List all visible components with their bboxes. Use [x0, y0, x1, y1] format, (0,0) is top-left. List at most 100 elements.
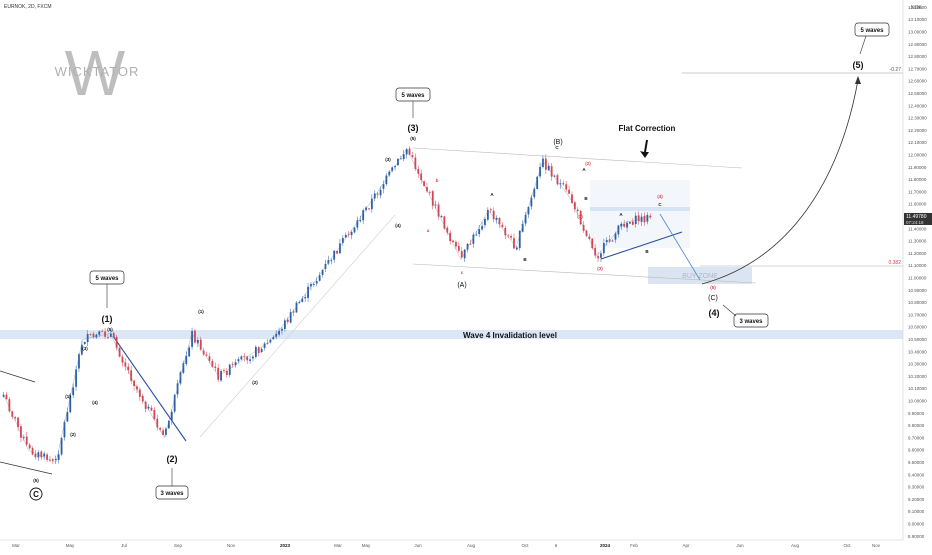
candle-97: [283, 320, 286, 330]
candle-20: [60, 437, 63, 455]
candle-222: [646, 214, 649, 222]
price-tick-29: 10.20000: [908, 374, 927, 379]
fib-upper-label: -0.27: [890, 67, 902, 73]
price-tick-23: 10.80000: [908, 300, 927, 305]
candle-207: [602, 243, 605, 254]
red-1-label: (1): [577, 214, 583, 219]
candle-140: [408, 148, 411, 155]
candle-152: [443, 216, 446, 229]
candle-95: [278, 330, 280, 335]
time-tick-0: Mar: [12, 543, 20, 548]
candle-167: [486, 210, 489, 220]
candle-58: [170, 411, 173, 421]
candle-62: [182, 363, 185, 373]
candle-156: [455, 241, 457, 247]
candle-13: [40, 451, 43, 458]
candle-11: [34, 453, 37, 458]
candle-34: [101, 331, 104, 333]
countdown-value: 07:24:18: [906, 220, 924, 225]
svg-text:W: W: [65, 37, 126, 109]
candle-54: [159, 428, 162, 430]
candle-85: [249, 359, 251, 361]
candle-161: [469, 243, 472, 245]
candle-130: [379, 189, 382, 196]
price-ticks: 13.20000 13.10000 13.00000 12.90000 12.80000…: [908, 5, 927, 539]
triangle-upper-line[interactable]: [600, 231, 683, 260]
candle-16: [49, 459, 51, 461]
sub-2b-label: (2): [252, 380, 258, 385]
candle-1: [5, 394, 8, 400]
candle-81: [237, 359, 240, 362]
candle-74: [217, 367, 220, 380]
candle-86: [252, 356, 254, 359]
candle-52: [153, 409, 156, 420]
candle-70: [205, 354, 208, 356]
candle-198: [576, 209, 579, 211]
candle-164: [478, 229, 481, 235]
price-tick-11: 12.10000: [908, 140, 927, 145]
candle-76: [223, 370, 225, 371]
candle-139: [405, 149, 408, 155]
callout-5waves-1: 5 waves: [89, 270, 125, 308]
callout-5waves-5: 5 waves: [854, 22, 890, 55]
candle-153: [446, 227, 449, 233]
watermark-text: WICKTATOR: [55, 64, 140, 79]
candle-179: [521, 223, 524, 232]
price-tick-13: 11.90000: [908, 165, 927, 170]
candle-142: [414, 157, 417, 169]
candle-120: [350, 231, 353, 236]
candle-108: [315, 281, 318, 284]
candle-178: [518, 230, 521, 249]
currency-label: NOK: [911, 5, 923, 11]
candle-112: [327, 260, 330, 264]
price-tick-38: 9.30000: [908, 485, 925, 490]
time-axis[interactable]: Mar May Jul Sep Nov 2023 Mar May Jun Aug Oct 6 2024 F…: [0, 539, 932, 550]
candle-88: [257, 347, 260, 354]
time-tick-3: Sep: [174, 543, 183, 548]
price-tick-42: 8.90000: [908, 534, 925, 539]
candle-68: [199, 339, 202, 350]
candle-126: [368, 208, 370, 210]
price-tick-6: 12.60000: [908, 79, 927, 84]
candle-147: [428, 191, 431, 193]
price-tick-0: 13.20000: [908, 5, 927, 10]
time-tick-9: Aug: [467, 543, 476, 548]
candle-24: [72, 387, 75, 396]
candle-180: [524, 214, 527, 224]
candle-192: [559, 183, 562, 185]
sub-5-label: (5): [33, 478, 39, 483]
projection-line[interactable]: [659, 213, 701, 281]
wave2-trendline[interactable]: [112, 335, 187, 442]
candle-84: [246, 356, 249, 361]
candle-100: [292, 311, 295, 313]
candle-4: [14, 417, 17, 419]
candle-143: [417, 169, 420, 174]
price-tick-18: 11.30000: [908, 239, 927, 244]
candle-96: [281, 328, 283, 331]
candle-80: [234, 362, 237, 366]
candle-59: [173, 395, 176, 412]
price-tick-40: 9.10000: [908, 509, 925, 514]
candle-27: [80, 344, 83, 355]
candle-172: [501, 224, 504, 228]
time-ticks: Mar May Jul Sep Nov 2023 Mar May Jun Aug Oct 6 2024 F…: [12, 543, 881, 548]
candle-18: [54, 459, 57, 461]
candle-50: [147, 406, 150, 409]
candle-166: [484, 218, 486, 226]
candle-21: [63, 421, 66, 438]
candle-196: [571, 194, 573, 204]
candle-113: [330, 260, 333, 262]
candle-181: [527, 206, 530, 215]
wave5-projection-arc[interactable]: [701, 79, 859, 285]
candle-19: [57, 454, 60, 460]
candle-15: [46, 454, 48, 460]
candle-157: [457, 245, 460, 251]
callout-3waves-2: 3 waves: [155, 468, 189, 500]
price-tick-19: 11.20000: [908, 251, 927, 256]
candle-106: [310, 284, 312, 287]
price-axis[interactable]: NOK 13.20000 13.10000 13.00000 12.90000 12.8…: [902, 0, 932, 550]
candle-149: [434, 204, 437, 206]
candle-187: [544, 158, 547, 170]
price-tick-14: 11.80000: [908, 177, 927, 182]
